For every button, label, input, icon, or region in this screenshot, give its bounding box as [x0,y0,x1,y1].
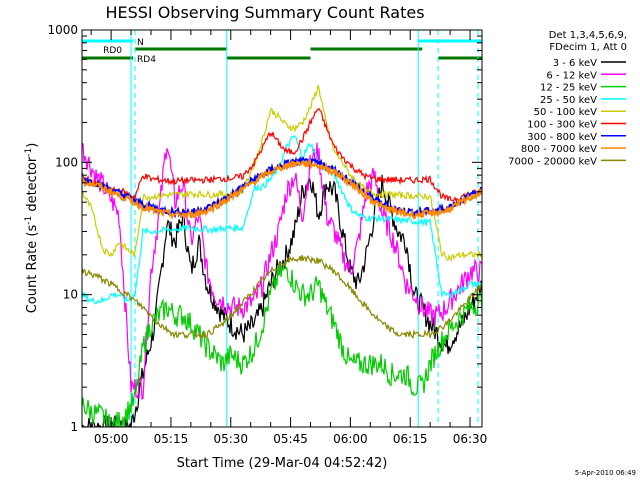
observing-bar-label: RD0 [103,46,122,56]
series-line [82,156,482,219]
legend-label: 25 - 50 keV [540,95,597,106]
legend-label: 6 - 12 keV [546,70,597,81]
footer-date: 5-Apr-2010 06:49 [575,469,636,477]
x-tick-label: 05:30 [213,432,248,446]
observing-bar-label: N [137,38,144,48]
y-tick-label: 10 [63,288,78,302]
x-tick-label: 06:00 [333,432,368,446]
legend-header: FDecim 1, Att 0 [549,42,627,53]
plot-frame [81,29,483,428]
observing-bar-label: RD4 [137,55,156,65]
observing-bars [82,39,482,60]
legend-label: 50 - 100 keV [534,107,598,118]
legend-label: 3 - 6 keV [553,58,597,69]
observing-bar-labels: N RD0 RD4 [103,38,156,65]
y-tick-label: 100 [55,155,78,169]
legend-label: 12 - 25 keV [540,83,597,94]
x-tick-label: 06:30 [453,432,488,446]
series-line [82,84,482,262]
observation-markers [130,30,479,427]
legend: Det 1,3,4,5,6,9,FDecim 1, Att 0 3 - 6 keV… [508,30,627,167]
x-tick-label: 06:15 [393,432,428,446]
y-tick-label: 1 [70,420,78,434]
series-line [82,135,482,305]
y-axis: 1 10 100 1000 [47,23,482,434]
x-tick-label: 05:15 [154,432,189,446]
series-line [82,142,482,400]
legend-label: 7000 - 20000 keV [508,156,597,167]
chart-title: HESSI Observing Summary Count Rates [105,3,424,22]
legend-header: Det 1,3,4,5,6,9, [549,30,627,41]
x-axis-label: Start Time (29-Mar-04 04:52:42) [177,456,388,471]
x-tick-label: 05:00 [94,432,129,446]
legend-label: 100 - 300 keV [527,120,597,131]
series-line [82,159,482,220]
y-axis-label: Count Rate (s-1 detector-1) [24,143,40,314]
series-line [82,260,482,427]
series-line [82,254,482,340]
y-tick-label: 1000 [47,23,78,37]
x-tick-label: 05:45 [273,432,308,446]
series-lines [82,84,482,427]
series-line [82,108,482,203]
legend-label: 800 - 7000 keV [521,144,597,155]
x-axis: 05:00 05:15 05:30 05:45 06:00 06:15 06:30 [90,30,488,446]
legend-label: 300 - 800 keV [527,132,597,143]
